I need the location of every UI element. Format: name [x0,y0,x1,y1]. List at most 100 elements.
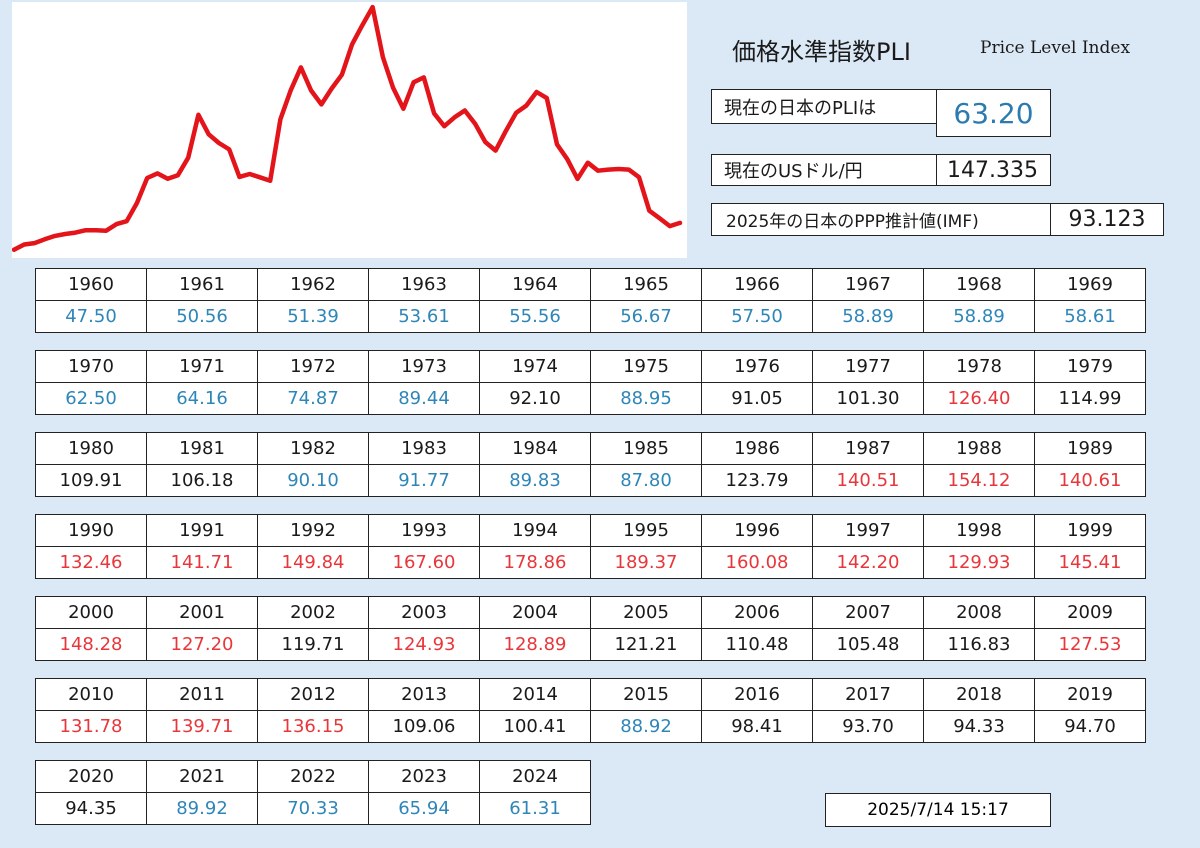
current-pli-value: 63.20 [936,89,1051,137]
year-cell: 1980 [35,432,147,465]
year-cell: 2020 [35,760,147,793]
year-header-row: 2010 2011 2012 2013 2014 2015 2016 2017 2018 2019 [35,678,1146,711]
pli-value-cell: 56.67 [590,300,702,333]
pli-value-cell: 110.48 [701,628,813,661]
pli-value-cell: 53.61 [368,300,480,333]
pli-value-cell: 149.84 [257,546,369,579]
pli-value-row: 62.50 64.16 74.87 89.44 92.10 88.95 91.05 101.3… [35,382,1146,415]
year-cell: 2011 [146,678,258,711]
year-cell: 1975 [590,350,702,383]
year-header-row: 1980 1981 1982 1983 1984 1985 1986 1987 1988 1989 [35,432,1146,465]
pli-value-row: 94.35 89.92 70.33 65.94 61.31 [35,792,591,825]
pli-value-cell: 128.89 [479,628,591,661]
year-cell: 1990 [35,514,147,547]
pli-value-cell: 58.89 [923,300,1035,333]
pli-value-cell: 98.41 [701,710,813,743]
year-table-2: 1970 1971 1972 1973 1974 1975 1976 1977 1978 1979… [35,350,1146,415]
pli-value-cell: 91.77 [368,464,480,497]
pli-value-cell: 140.61 [1034,464,1146,497]
timestamp: 2025/7/14 15:17 [825,793,1051,827]
pli-value-cell: 140.51 [812,464,924,497]
ppp-estimate-value: 93.123 [1050,203,1164,236]
pli-value-cell: 178.86 [479,546,591,579]
year-cell: 1974 [479,350,591,383]
pli-value-cell: 141.71 [146,546,258,579]
year-cell: 2000 [35,596,147,629]
pli-value-cell: 65.94 [368,792,480,825]
year-cell: 2012 [257,678,369,711]
year-cell: 1988 [923,432,1035,465]
pli-value-cell: 88.92 [590,710,702,743]
pli-value-row: 47.50 50.56 51.39 53.61 55.56 56.67 57.50 58.89… [35,300,1146,333]
pli-value-cell: 58.61 [1034,300,1146,333]
year-cell: 1962 [257,268,369,301]
pli-value-cell: 57.50 [701,300,813,333]
pli-value-cell: 142.20 [812,546,924,579]
year-cell: 1979 [1034,350,1146,383]
year-cell: 2002 [257,596,369,629]
pli-value-cell: 94.33 [923,710,1035,743]
year-cell: 1960 [35,268,147,301]
year-cell: 1986 [701,432,813,465]
pli-value-cell: 89.92 [146,792,258,825]
pli-value-cell: 101.30 [812,382,924,415]
year-cell: 1993 [368,514,480,547]
pli-series-line [12,4,683,252]
pli-value-cell: 51.39 [257,300,369,333]
year-cell: 1996 [701,514,813,547]
pli-chart-svg [12,4,683,252]
pli-value-cell: 121.21 [590,628,702,661]
year-cell: 1970 [35,350,147,383]
year-cell: 1987 [812,432,924,465]
pli-value-cell: 148.28 [35,628,147,661]
pli-line-chart [12,2,687,258]
pli-value-cell: 55.56 [479,300,591,333]
year-cell: 2001 [146,596,258,629]
pli-value-cell: 126.40 [923,382,1035,415]
current-pli-label: 現在の日本のPLIは [711,89,937,124]
year-table-6: 2010 2011 2012 2013 2014 2015 2016 2017 2018 2019… [35,678,1146,743]
pli-value-cell: 116.83 [923,628,1035,661]
pli-value-cell: 89.83 [479,464,591,497]
pli-value-cell: 109.91 [35,464,147,497]
year-cell: 2008 [923,596,1035,629]
year-cell: 2014 [479,678,591,711]
pli-value-row: 148.28 127.20 119.71 124.93 128.89 121.21 110.… [35,628,1146,661]
pli-value-cell: 109.06 [368,710,480,743]
page-title-en: Price Level Index [980,38,1131,58]
year-cell: 1972 [257,350,369,383]
pli-value-cell: 87.80 [590,464,702,497]
pli-value-cell: 145.41 [1034,546,1146,579]
pli-value-cell: 119.71 [257,628,369,661]
pli-value-cell: 90.10 [257,464,369,497]
year-cell: 2009 [1034,596,1146,629]
pli-value-row: 131.78 139.71 136.15 109.06 100.41 88.92 98.41… [35,710,1146,743]
pli-value-cell: 93.70 [812,710,924,743]
pli-value-cell: 124.93 [368,628,480,661]
year-cell: 1965 [590,268,702,301]
year-cell: 2003 [368,596,480,629]
year-cell: 2021 [146,760,258,793]
pli-value-cell: 94.70 [1034,710,1146,743]
pli-value-cell: 89.44 [368,382,480,415]
year-table-7: 2020 2021 2022 2023 2024 94.35 89.92 70.33 65.94… [35,760,591,825]
pli-value-row: 132.46 141.71 149.84 167.60 178.86 189.37 160.… [35,546,1146,579]
year-cell: 1977 [812,350,924,383]
pli-value-cell: 129.93 [923,546,1035,579]
year-cell: 1967 [812,268,924,301]
year-cell: 1963 [368,268,480,301]
pli-value-cell: 105.48 [812,628,924,661]
year-header-row: 1960 1961 1962 1963 1964 1965 1966 1967 1968 1969 [35,268,1146,301]
pli-value-cell: 91.05 [701,382,813,415]
year-table-5: 2000 2001 2002 2003 2004 2005 2006 2007 2008 2009… [35,596,1146,661]
year-cell: 2013 [368,678,480,711]
year-cell: 2016 [701,678,813,711]
year-cell: 2007 [812,596,924,629]
year-cell: 1984 [479,432,591,465]
year-table-1: 1960 1961 1962 1963 1964 1965 1966 1967 1968 1969… [35,268,1146,333]
pli-value-cell: 160.08 [701,546,813,579]
year-cell: 1973 [368,350,480,383]
year-cell: 2018 [923,678,1035,711]
year-cell: 1964 [479,268,591,301]
page-title-jp: 価格水準指数PLI [732,38,911,66]
